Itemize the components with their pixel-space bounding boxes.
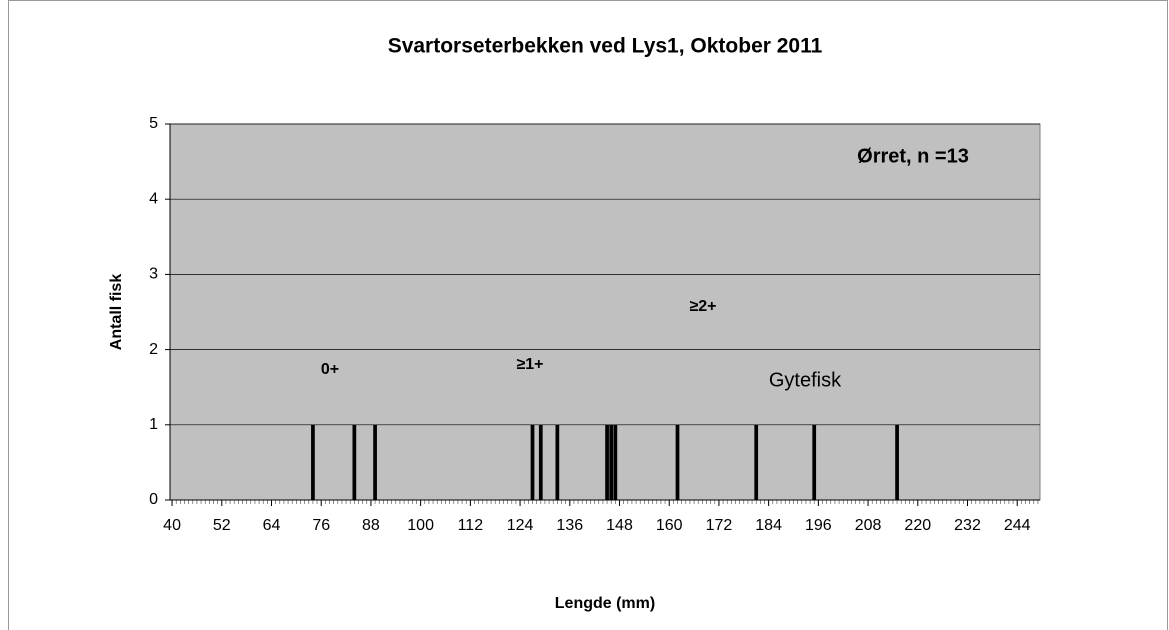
annotation: Gytefisk bbox=[769, 369, 842, 391]
y-axis-label: Antall fisk bbox=[108, 274, 125, 351]
annotation: 0+ bbox=[321, 361, 339, 378]
x-tick-label: 208 bbox=[855, 517, 882, 534]
bar bbox=[538, 424, 543, 500]
x-tick-label: 232 bbox=[954, 517, 981, 534]
bar bbox=[895, 424, 899, 500]
bar bbox=[675, 424, 680, 500]
x-tick-label: 64 bbox=[263, 517, 281, 534]
x-axis-label: Lengde (mm) bbox=[555, 595, 655, 612]
bar bbox=[613, 424, 618, 500]
annotation: ≥2+ bbox=[689, 298, 716, 315]
x-tick-label: 196 bbox=[805, 517, 832, 534]
x-tick-label: 124 bbox=[507, 517, 534, 534]
annotation: Ørret, n =13 bbox=[857, 145, 969, 167]
x-tick-label: 148 bbox=[606, 517, 633, 534]
x-tick-label: 52 bbox=[213, 517, 231, 534]
chart-title: Svartorseterbekken ved Lys1, Oktober 201… bbox=[388, 35, 823, 58]
bar bbox=[373, 424, 377, 500]
y-tick-label: 1 bbox=[149, 416, 158, 433]
y-tick-label: 2 bbox=[149, 341, 158, 358]
x-tick-label: 76 bbox=[312, 517, 330, 534]
y-tick-label: 4 bbox=[149, 190, 158, 207]
annotation: ≥1+ bbox=[516, 356, 543, 373]
x-tick-label: 172 bbox=[706, 517, 733, 534]
y-tick-label: 5 bbox=[149, 115, 158, 132]
bar bbox=[605, 424, 609, 500]
bar bbox=[555, 424, 560, 500]
x-tick-label: 112 bbox=[458, 517, 484, 534]
bar bbox=[530, 424, 535, 500]
x-tick-label: 100 bbox=[407, 517, 434, 534]
plot-area bbox=[169, 123, 1041, 501]
bar bbox=[812, 424, 817, 500]
x-tick-label: 136 bbox=[556, 517, 583, 534]
y-tick-label: 3 bbox=[149, 266, 158, 283]
bar bbox=[311, 424, 315, 500]
x-tick-label: 160 bbox=[656, 517, 683, 534]
x-tick-label: 88 bbox=[362, 517, 380, 534]
x-tick-label: 220 bbox=[904, 517, 931, 534]
x-tick-label: 184 bbox=[755, 517, 782, 534]
x-tick-label: 40 bbox=[163, 517, 181, 534]
bar bbox=[609, 424, 614, 500]
y-tick-label: 0 bbox=[149, 491, 158, 508]
bar bbox=[352, 424, 357, 500]
bar bbox=[754, 424, 759, 500]
x-tick-label: 244 bbox=[1004, 517, 1031, 534]
